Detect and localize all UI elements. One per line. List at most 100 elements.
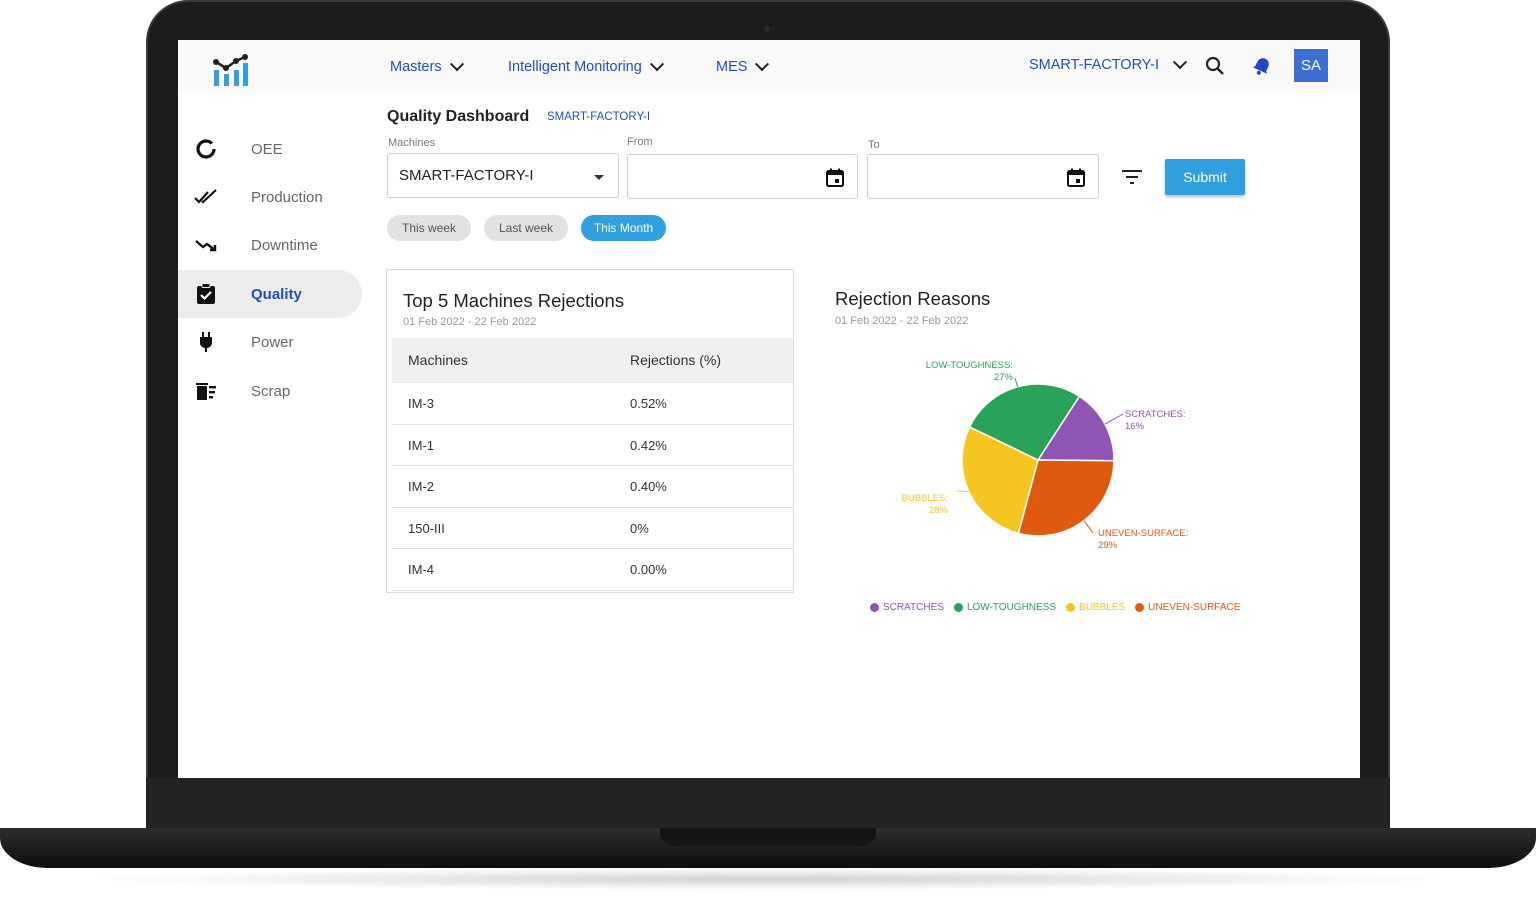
table-row[interactable]: IM-1 0.42%: [392, 425, 793, 466]
calendar-icon[interactable]: [825, 168, 845, 188]
nav-intelligent-monitoring-label: Intelligent Monitoring: [508, 59, 642, 75]
app-logo-icon[interactable]: [212, 54, 250, 88]
delete-sweep-icon: [196, 383, 216, 400]
pie-leader-line: [956, 490, 969, 493]
pie-leader-line: [1014, 377, 1019, 387]
camera: [764, 26, 770, 32]
legend-item-bubbles[interactable]: BUBBLES: [1066, 602, 1125, 613]
user-avatar[interactable]: SA: [1294, 49, 1328, 82]
nav-intelligent-monitoring[interactable]: Intelligent Monitoring: [508, 57, 664, 75]
table-row[interactable]: IM-2 0.40%: [392, 466, 793, 508]
pie-legend: SCRATCHES LOW-TOUGHNESS BUBBLES UNEVEN-SURF…: [870, 602, 1240, 613]
legend-item-scratches[interactable]: SCRATCHES: [870, 602, 944, 613]
to-date-field[interactable]: [867, 154, 1099, 199]
sidebar-item-label: Power: [251, 333, 294, 351]
machines-select-value: SMART-FACTORY-I: [399, 167, 534, 184]
nav-mes-label: MES: [716, 59, 748, 75]
sidebar-item-production[interactable]: Production: [178, 173, 362, 221]
cell-rejection: 0.42%: [630, 437, 667, 453]
sidebar-item-downtime[interactable]: Downtime: [178, 221, 362, 269]
legend-label: LOW-TOUGHNESS: [966, 602, 1057, 613]
sidebar-item-power[interactable]: Power: [178, 318, 362, 366]
search-button[interactable]: [1203, 54, 1227, 78]
rejection-reasons-pie: SCRATCHES:16% UNEVEN-SURFACE:29% BUBBLES:2…: [902, 360, 1189, 551]
nav-mes[interactable]: MES: [716, 57, 770, 75]
legend-label: UNEVEN-SURFACE: [1148, 602, 1241, 613]
column-header-machines: Machines: [408, 352, 468, 368]
top-bar: Masters Intelligent Monitoring MES SMART…: [178, 40, 1360, 92]
from-date-field[interactable]: [627, 154, 858, 199]
card-date-range: 01 Feb 2022 - 22 Feb 2022: [403, 316, 537, 328]
sidebar-item-scrap[interactable]: Scrap: [178, 367, 362, 415]
pie-leader-line: [1104, 413, 1124, 425]
donut-icon: [196, 139, 216, 159]
chevron-down-icon: [1172, 55, 1188, 70]
factory-selector-label: SMART-FACTORY-I: [1029, 57, 1159, 73]
calendar-icon[interactable]: [1066, 168, 1086, 188]
sidebar-item-label: Quality: [251, 285, 302, 303]
column-header-rejections: Rejections (%): [630, 352, 722, 368]
legend-item-uneven-surface[interactable]: UNEVEN-SURFACE: [1135, 602, 1240, 613]
top-machines-card: Top 5 Machines Rejections 01 Feb 2022 - …: [386, 269, 794, 593]
pie-value-scratches: 16%: [1125, 421, 1145, 432]
sidebar-item-label: Scrap: [251, 382, 291, 400]
sidebar-item-quality[interactable]: Quality: [178, 270, 362, 318]
laptop-notch: [660, 828, 876, 846]
pie-value-bubbles: 28%: [929, 505, 949, 516]
legend-dot-icon: [1135, 603, 1145, 612]
rejections-table: Machines Rejections (%) IM-3 0.52% IM-1 …: [392, 338, 793, 591]
cell-machine: IM-1: [408, 437, 434, 453]
legend-dot-icon: [953, 603, 963, 612]
cell-machine: IM-2: [408, 479, 434, 494]
plug-icon: [200, 332, 212, 352]
pie-value-uneven-surface: 29%: [1098, 540, 1118, 551]
pie-label-scratches: SCRATCHES:: [1125, 409, 1186, 420]
submit-button[interactable]: Submit: [1165, 159, 1245, 195]
cell-rejection: 0.52%: [630, 396, 667, 411]
page-subtitle: SMART-FACTORY-I: [547, 111, 651, 123]
table-header: Machines Rejections (%): [392, 338, 793, 383]
pie-slice-bubbles[interactable]: [961, 425, 1039, 535]
machines-label: Machines: [388, 137, 436, 149]
app-screen: Masters Intelligent Monitoring MES SMART…: [178, 40, 1360, 778]
pie-slice-scratches[interactable]: [1036, 395, 1115, 462]
to-label: To: [868, 139, 880, 151]
cell-rejection: 0.00%: [630, 562, 667, 577]
table-row[interactable]: IM-4 0.00%: [392, 549, 793, 591]
pie-label-uneven-surface: UNEVEN-SURFACE:: [1098, 528, 1188, 539]
from-label: From: [627, 136, 653, 148]
pie-label-bubbles: BUBBLES:: [902, 493, 948, 504]
table-row[interactable]: IM-3 0.52%: [392, 383, 793, 425]
table-row[interactable]: 150-III 0%: [392, 508, 793, 549]
caret-down-icon: [594, 175, 604, 180]
laptop-shadow: [80, 868, 1456, 890]
legend-label: SCRATCHES: [883, 602, 944, 613]
filter-icon[interactable]: [1122, 170, 1142, 184]
machines-select[interactable]: SMART-FACTORY-I: [387, 153, 619, 198]
nav-masters-label: Masters: [390, 59, 442, 75]
chevron-down-icon: [449, 57, 464, 72]
pie-slice-uneven-surface[interactable]: [1017, 459, 1115, 537]
legend-item-low-toughness[interactable]: LOW-TOUGHNESS: [953, 602, 1057, 613]
page-title: Quality Dashboard: [387, 108, 530, 125]
search-icon: [1205, 56, 1224, 75]
pie-title: Rejection Reasons: [835, 288, 991, 309]
factory-selector[interactable]: SMART-FACTORY-I: [1029, 55, 1188, 73]
sidebar-item-label: Production: [251, 188, 323, 206]
pie-date-range: 01 Feb 2022 - 22 Feb 2022: [835, 315, 969, 327]
cell-machine: 150-III: [408, 520, 445, 536]
nav-masters[interactable]: Masters: [390, 57, 464, 75]
legend-label: BUBBLES: [1079, 602, 1126, 613]
double-check-icon: [194, 189, 217, 204]
clipboard-check-icon: [197, 283, 215, 304]
sidebar-item-oee[interactable]: OEE: [178, 125, 362, 173]
laptop-chin: [146, 778, 1390, 832]
cell-rejection: 0.40%: [630, 479, 667, 494]
chip-last-week[interactable]: Last week: [484, 215, 568, 241]
pie-leader-line: [1083, 520, 1094, 534]
chip-this-month[interactable]: This Month: [581, 215, 666, 241]
cell-rejection: 0%: [630, 520, 649, 536]
notifications-button[interactable]: [1250, 54, 1274, 78]
card-title: Top 5 Machines Rejections: [403, 290, 625, 311]
chip-this-week[interactable]: This week: [387, 215, 471, 241]
